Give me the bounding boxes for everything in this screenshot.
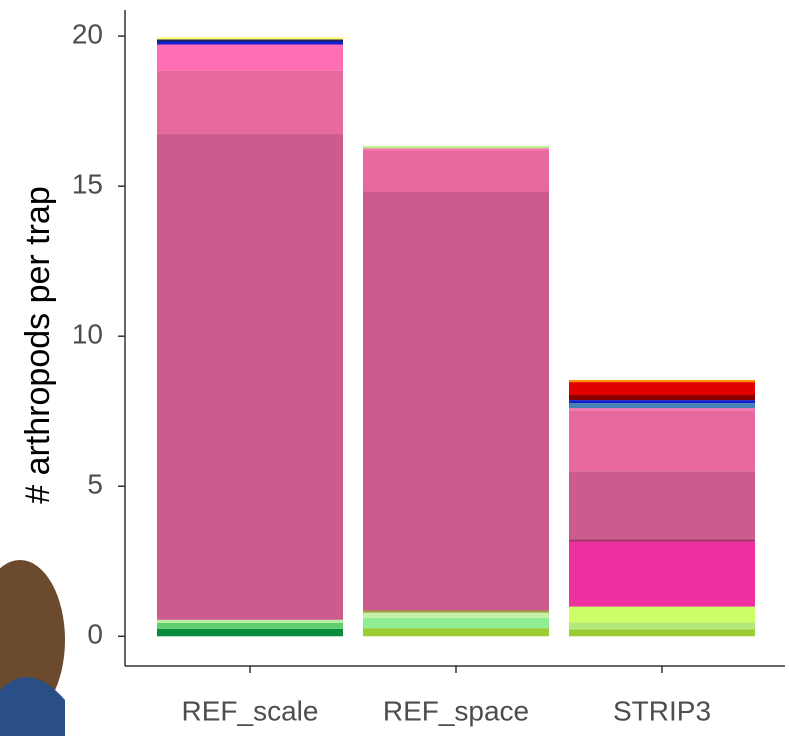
bar-segment — [157, 628, 343, 637]
y-tick-label: 20 — [72, 18, 103, 49]
bar-segment — [363, 148, 549, 151]
bar-segment — [363, 191, 549, 611]
bar-segment — [157, 37, 343, 40]
photo-fragment — [0, 560, 65, 736]
bar-segment — [569, 622, 755, 630]
x-tick-label: REF_scale — [182, 695, 319, 726]
bar-segment — [569, 382, 755, 396]
bar-segment — [363, 146, 549, 149]
bar-segment — [569, 380, 755, 383]
y-axis-label: # arthropods per trap — [19, 186, 57, 504]
bar-segment — [569, 395, 755, 401]
y-tick-label: 10 — [72, 319, 103, 350]
bar-segment — [569, 539, 755, 542]
bar-segment — [157, 133, 343, 620]
bar-segment — [157, 622, 343, 629]
y-tick-label: 0 — [87, 619, 103, 650]
bar-segment — [157, 70, 343, 134]
bar-segment — [569, 400, 755, 404]
bar-segment — [363, 628, 549, 637]
bar-segment — [569, 410, 755, 472]
bar-segment — [569, 471, 755, 540]
bar-segment — [569, 606, 755, 623]
y-tick-label: 15 — [72, 169, 103, 200]
bar-segment — [157, 619, 343, 623]
y-tick-label: 5 — [87, 469, 103, 500]
bar-segment — [157, 39, 343, 42]
bar-segment — [569, 408, 755, 411]
x-tick-label: REF_space — [383, 695, 529, 726]
bar-segment — [363, 612, 549, 618]
bar-segment — [363, 617, 549, 629]
bar-segment — [157, 44, 343, 71]
bar-segment — [569, 541, 755, 607]
bar-segment — [157, 41, 343, 45]
bar-segment — [363, 150, 549, 192]
bar-segment — [569, 629, 755, 637]
bar-segment — [363, 610, 549, 613]
x-tick-label: STRIP3 — [613, 695, 711, 726]
bar-segment — [569, 403, 755, 409]
